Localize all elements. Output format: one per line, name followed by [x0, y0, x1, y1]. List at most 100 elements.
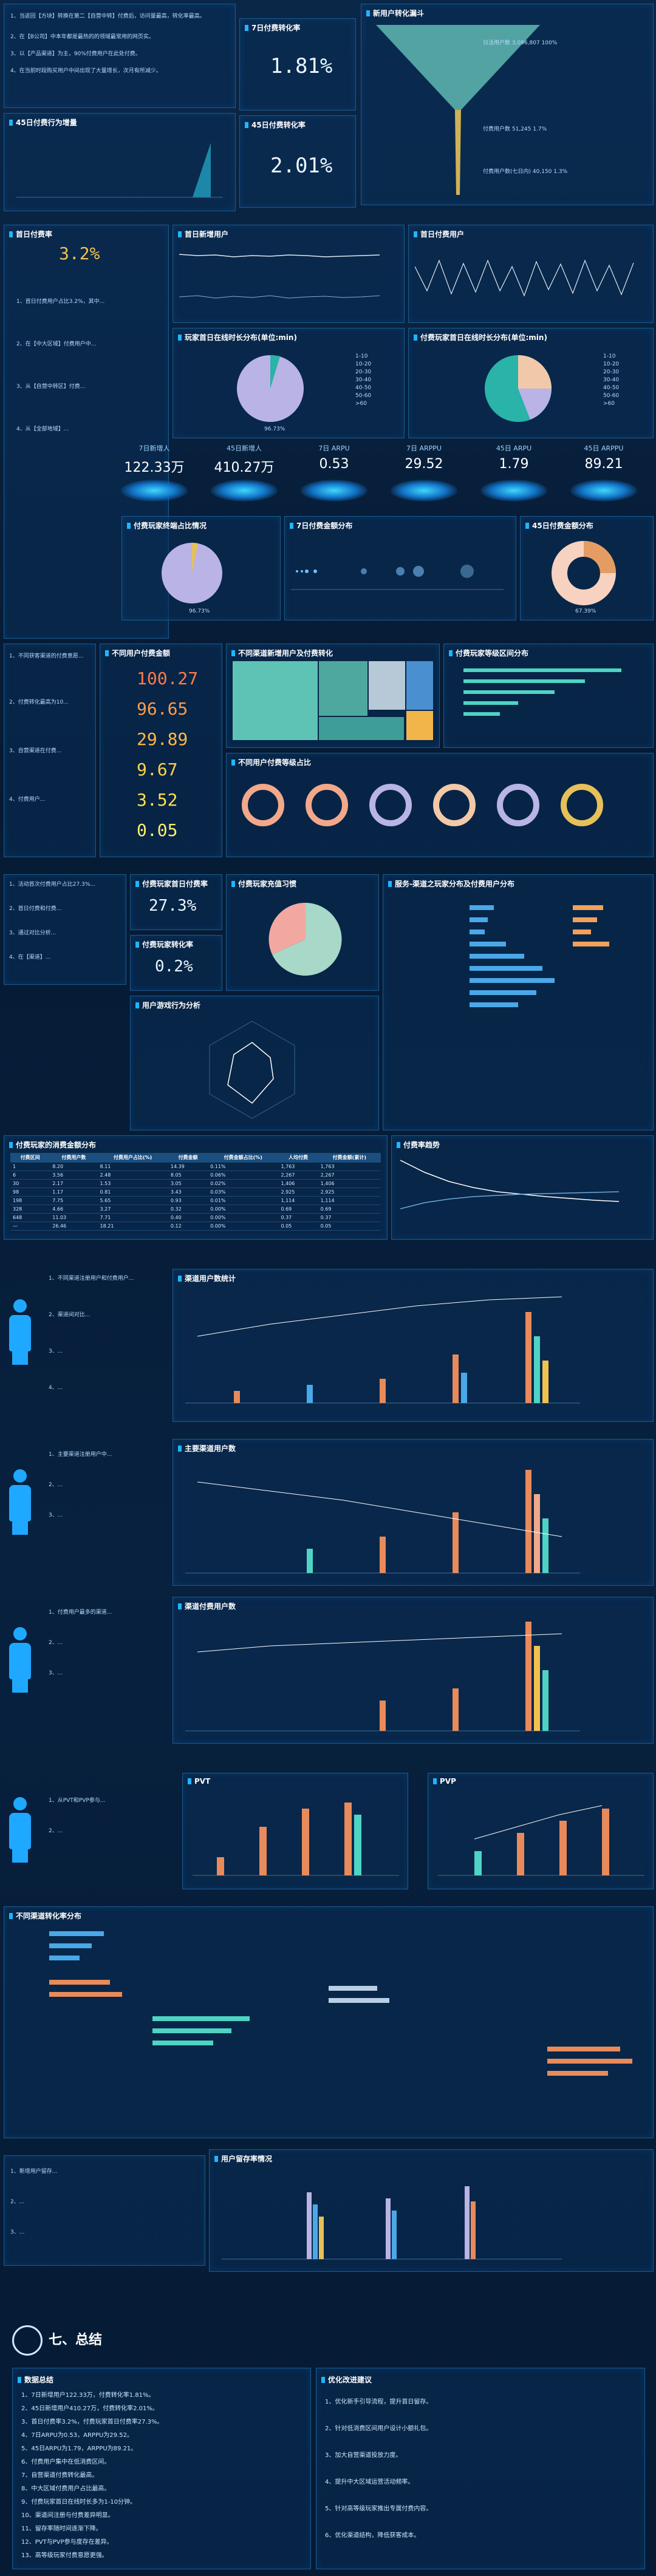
s5-note-2: 2、首日付费和付费...	[9, 906, 62, 912]
s11-title: 不同渠道转化率分布	[9, 1911, 81, 1921]
table-cell: 0.93	[168, 1196, 208, 1205]
s5-pie-panel: 付费玩家充值习惯	[226, 874, 379, 991]
kpi-7d-arppu: 7日 ARPPU 29.52	[381, 443, 466, 501]
s5-m1-title: 付费玩家首日付费率	[135, 878, 208, 889]
bar	[313, 2204, 318, 2259]
pie1-legend-item: 40-50	[355, 385, 372, 391]
pay-num-3: 29.89	[137, 729, 188, 749]
list-item: 9、付费玩家首日在线时长多为1-10分钟。	[21, 2499, 137, 2506]
s7-note-1: 1、不同渠道注册用户和付费用户...	[49, 1276, 134, 1282]
kpi-label: 45日 ARPU	[496, 444, 532, 452]
pie2-title: 付费玩家首日在线时长分布(单位:min)	[414, 332, 547, 342]
pay-num-1: 100.27	[137, 668, 199, 688]
bar	[453, 1512, 459, 1573]
list-item: 6、付费用户集中在低消费区间。	[21, 2459, 111, 2466]
metric-7d-panel: 7日付费转化率 1.81%	[239, 18, 356, 110]
scatter-point	[301, 570, 303, 573]
kpi-value: 0.53	[319, 457, 349, 472]
s5-radar-panel: 用户游戏行为分析	[130, 996, 379, 1130]
dau-panel: 首日新增用户	[173, 225, 405, 323]
bar	[259, 1827, 267, 1875]
s5-m1-panel: 付费玩家首日付费率 27.3%	[130, 874, 222, 930]
list-item: 6、优化渠道结构，降低获客成本。	[325, 2532, 420, 2539]
bar	[49, 1992, 122, 1997]
table-header: 付费区间	[10, 1153, 50, 1163]
bar	[307, 2192, 312, 2259]
s3-scatter-chart	[291, 565, 504, 590]
table-row: 198 7.75 5.65 0.93 0.01% 1,114 1,114	[10, 1196, 381, 1205]
table-cell: 0.69	[278, 1205, 318, 1214]
kpi-value: 89.21	[584, 457, 623, 472]
s5-note-4: 4、在【渠道】...	[9, 954, 51, 960]
tree-block-5	[319, 717, 404, 740]
s3-pie-slice	[192, 543, 198, 573]
pie1-value: 96.73%	[264, 426, 285, 432]
kpi-value: 1.79	[499, 457, 529, 472]
funnel-label-3: 付费用户数(七日内) 40,150 1.3%	[483, 169, 568, 175]
bar	[302, 1809, 309, 1875]
s12-chart	[222, 2186, 562, 2260]
bar	[525, 1312, 531, 1403]
summary-section-title: 七、总结	[49, 2333, 103, 2348]
line	[197, 1633, 562, 1653]
s12-note-1: 1、新增用户留存...	[10, 2169, 58, 2175]
s12-note-2: 2、...	[10, 2199, 25, 2205]
pay-num-2: 96.65	[137, 699, 188, 719]
s3-scatter-panel: 7日付费金额分布	[284, 516, 516, 620]
bar	[602, 1809, 609, 1875]
table-cell: —	[10, 1222, 50, 1231]
s12-note-3: 3、...	[10, 2229, 25, 2235]
s4-donut-chart	[242, 784, 603, 826]
table-cell: 7.71	[97, 1213, 168, 1222]
funnel-chart	[376, 25, 540, 195]
list-item: 1、优化新手引导流程，提升首日留存。	[325, 2399, 432, 2405]
table-cell: 0.06%	[208, 1171, 279, 1180]
list-item: 4、提升中大区域运营活动频率。	[325, 2479, 414, 2486]
s4-donut-title: 不同用户付费等级占比	[231, 757, 311, 767]
s8-chart-panel: 主要渠道用户数	[173, 1439, 654, 1586]
s7-chart-panel: 渠道用户数统计	[173, 1269, 654, 1422]
bar	[547, 2071, 608, 2076]
dau-chart	[179, 254, 380, 299]
s4-notes-panel: 1、不同获客渠道的付费意愿... 2、付费转化最高为10... 3、自营渠道在付…	[4, 644, 96, 857]
s7-note-4: 4、...	[49, 1385, 63, 1391]
pie1-chart	[237, 355, 304, 422]
table-cell: 198	[10, 1196, 50, 1205]
s6-line-title: 付费率趋势	[397, 1140, 440, 1150]
s8-note-1: 1、主要渠道注册用户中...	[49, 1452, 112, 1458]
scatter-point	[460, 565, 474, 578]
bar	[380, 1537, 386, 1573]
pay-num-5: 3.52	[137, 790, 178, 810]
table-cell: 0.00%	[208, 1222, 279, 1231]
person-icon	[6, 1299, 34, 1366]
level-bar	[463, 668, 621, 672]
bar	[319, 2217, 324, 2259]
list-item: 5、针对高等级玩家推出专属付费内容。	[325, 2506, 432, 2512]
pie1-panel: 玩家首日在线时长分布(单位:min) 96.73% 1-10 10-20 20-…	[173, 328, 405, 438]
pie2-legend-item: 1-10	[603, 353, 616, 359]
s4-pay-panel: 不同用户付费金额 100.27 96.65 29.89 9.67 3.52 0.…	[100, 644, 222, 857]
table-row: 6 3.56 2.48 8.05 0.06% 2,267 2,267	[10, 1171, 381, 1180]
s5-note-1: 1、活动首次付费用户占比27.3%...	[9, 882, 95, 888]
table-cell: 0.12	[168, 1222, 208, 1231]
table-cell: 4.66	[50, 1205, 98, 1214]
kpi-label: 7日 ARPPU	[406, 444, 442, 452]
table-cell: 1,114	[318, 1196, 381, 1205]
level-bar	[463, 712, 500, 716]
table-bar	[470, 929, 485, 934]
s3-ring-panel: 45日付费金额分布 67.39%	[520, 516, 654, 620]
kpi-label: 7日新增人	[138, 444, 170, 452]
table-cell: 0.32	[168, 1205, 208, 1214]
table-cell: 7.75	[50, 1196, 98, 1205]
s9-title: 渠道付费用户数	[178, 1601, 236, 1611]
s6-table-panel: 付费玩家的消费金额分布 付费区间 付费用户数 付费用户占比(%) 付费金额 付费金额占比…	[4, 1135, 388, 1240]
kpi-podium	[570, 480, 637, 501]
top-notes-panel: 1、当返回【方块】转换在第二【自营中转】付费后，访问量最高，转化率最高。 2、在…	[4, 4, 236, 108]
s11-panel: 不同渠道转化率分布	[4, 1906, 654, 2138]
table-cell: 0.02%	[208, 1179, 279, 1188]
list-item: 8、中大区域付费用户占比最高。	[21, 2486, 111, 2492]
bar	[453, 1688, 459, 1731]
spend-table: 付费区间 付费用户数 付费用户占比(%) 付费金额 付费金额占比(%) 人均付费 付费金额(…	[10, 1153, 381, 1231]
s12-notes-panel: 1、新增用户留存... 2、... 3、...	[4, 2155, 205, 2266]
metric-45d-value: 2.01%	[270, 154, 333, 178]
